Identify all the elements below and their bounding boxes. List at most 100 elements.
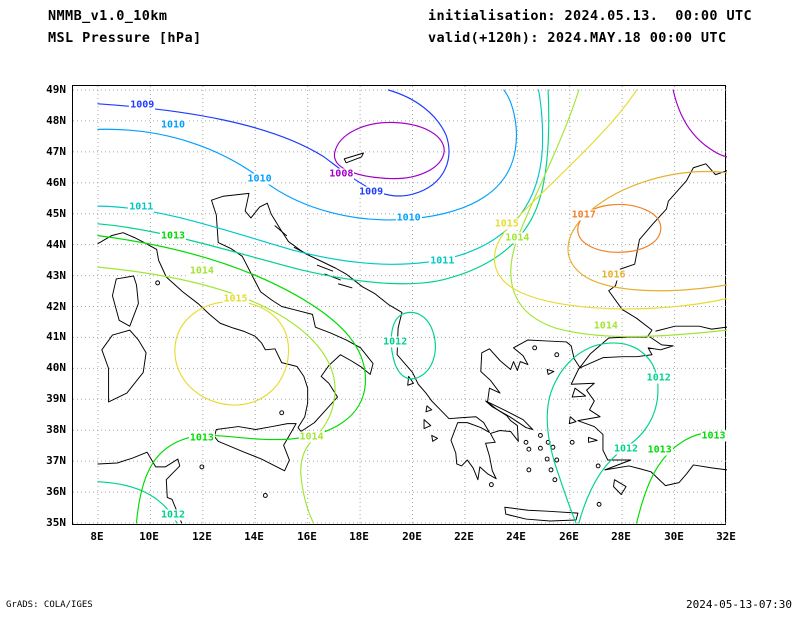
coast-rhodes bbox=[613, 479, 627, 495]
coastline-group bbox=[97, 152, 727, 524]
coast-crete bbox=[504, 506, 579, 522]
coast-limnos bbox=[546, 368, 555, 375]
lat-label-41N: 41N bbox=[46, 330, 66, 343]
island-aeolian bbox=[279, 410, 285, 416]
coast-samos bbox=[588, 436, 598, 443]
lake-balaton bbox=[343, 152, 364, 164]
lat-label-49N: 49N bbox=[46, 83, 66, 96]
contour-label-1010: 1010 bbox=[159, 119, 187, 131]
lon-label-14E: 14E bbox=[244, 530, 264, 543]
coast-dalmatian-islands bbox=[274, 225, 353, 289]
isobar-1008-closed-low bbox=[334, 121, 445, 180]
field-title: MSL Pressure [hPa] bbox=[48, 30, 202, 46]
lon-label-32E: 32E bbox=[716, 530, 736, 543]
island-paros bbox=[544, 456, 550, 462]
isobar-1009 bbox=[97, 89, 450, 197]
island-pantelleria bbox=[199, 464, 205, 470]
coast-chios bbox=[568, 416, 577, 425]
island-kythnos bbox=[526, 446, 532, 452]
lon-label-30E: 30E bbox=[664, 530, 684, 543]
isobar-1012-aegean bbox=[546, 342, 659, 524]
lon-label-20E: 20E bbox=[402, 530, 422, 543]
island-syros bbox=[538, 445, 543, 451]
contour-label-1012: 1012 bbox=[382, 336, 409, 348]
lon-label-26E: 26E bbox=[559, 530, 579, 543]
coast-euboea bbox=[485, 400, 534, 431]
island-kea bbox=[523, 439, 529, 445]
coast-sardinia bbox=[101, 329, 147, 403]
island-malta bbox=[262, 492, 268, 498]
island-elba bbox=[155, 280, 161, 286]
contour-label-1008: 1008 bbox=[328, 168, 355, 180]
isobar-1008-ne-arc bbox=[672, 89, 727, 158]
lon-label-24E: 24E bbox=[506, 530, 526, 543]
lat-label-37N: 37N bbox=[46, 454, 66, 467]
contour-label-1014: 1014 bbox=[592, 320, 619, 332]
contour-group bbox=[97, 89, 727, 524]
contour-label-1013: 1013 bbox=[646, 444, 673, 456]
isobar-1012-main bbox=[97, 89, 550, 285]
contour-label-1010: 1010 bbox=[395, 212, 422, 224]
contour-label-1011: 1011 bbox=[128, 201, 155, 213]
lat-label-42N: 42N bbox=[46, 300, 66, 313]
isobar-1016-east bbox=[567, 170, 727, 292]
contour-label-1014: 1014 bbox=[298, 431, 325, 443]
lon-label-28E: 28E bbox=[611, 530, 631, 543]
contour-label-1013: 1013 bbox=[159, 230, 187, 242]
lon-label-10E: 10E bbox=[139, 530, 159, 543]
lon-label-22E: 22E bbox=[454, 530, 474, 543]
contour-label-1015: 1015 bbox=[493, 218, 520, 230]
island-karpathos bbox=[596, 501, 602, 507]
contour-label-1012: 1012 bbox=[612, 443, 640, 455]
coast-corfu bbox=[407, 375, 414, 386]
pressure-contours bbox=[97, 89, 727, 524]
island-kos bbox=[595, 463, 601, 469]
island-andros bbox=[538, 432, 543, 438]
contour-label-1016: 1016 bbox=[600, 269, 627, 281]
coastlines bbox=[97, 152, 727, 524]
lat-label-36N: 36N bbox=[46, 485, 66, 498]
island-ikaria bbox=[569, 439, 575, 445]
isobar-1015-tyrrhenian-loop bbox=[174, 300, 290, 406]
contour-label-1014: 1014 bbox=[504, 232, 531, 244]
island-ios bbox=[548, 467, 554, 473]
lat-label-47N: 47N bbox=[46, 145, 66, 158]
lat-label-44N: 44N bbox=[46, 238, 66, 251]
contour-label-1009: 1009 bbox=[358, 186, 385, 198]
island-naxos bbox=[554, 457, 560, 463]
island-santorini bbox=[552, 477, 558, 483]
coast-lefkada bbox=[425, 405, 433, 413]
coast-zakynthos bbox=[431, 434, 438, 442]
coast-sicily bbox=[213, 423, 297, 472]
lon-label-18E: 18E bbox=[349, 530, 369, 543]
map-plot-area: 1009 1010 1010 1011 1013 1014 1015 1008 1009 1010… bbox=[72, 85, 727, 526]
isobar-1013-west bbox=[97, 235, 366, 524]
contour-label-1014: 1014 bbox=[188, 265, 215, 277]
island-kythira bbox=[488, 482, 494, 488]
initialisation-time: initialisation: 2024.05.13. 00:00 UTC bbox=[428, 8, 753, 24]
lon-label-8E: 8E bbox=[90, 530, 104, 543]
contour-label-1017: 1017 bbox=[570, 209, 597, 221]
contour-label-1009: 1009 bbox=[129, 99, 156, 111]
lat-label-35N: 35N bbox=[46, 516, 66, 529]
lat-label-48N: 48N bbox=[46, 114, 66, 127]
contour-label-1010: 1010 bbox=[246, 173, 273, 185]
isobar-1015-east bbox=[494, 89, 727, 310]
coast-lesbos bbox=[571, 387, 587, 398]
lon-label-16E: 16E bbox=[297, 530, 317, 543]
lat-label-43N: 43N bbox=[46, 269, 66, 282]
model-title: NMMB_v1.0_10km bbox=[48, 8, 168, 24]
creation-timestamp: 2024-05-13-07:30 bbox=[686, 598, 792, 611]
contour-label-1012: 1012 bbox=[159, 509, 187, 521]
isobar-1017-closed-high bbox=[577, 203, 662, 253]
contour-label-1012: 1012 bbox=[645, 372, 672, 384]
lat-label-40N: 40N bbox=[46, 361, 66, 374]
island-samothrace bbox=[554, 352, 560, 358]
coast-europe-mainland bbox=[97, 163, 727, 481]
contour-label-1015: 1015 bbox=[222, 293, 249, 305]
island-milos bbox=[526, 467, 532, 473]
grads-credit: GrADS: COLA/IGES bbox=[6, 600, 93, 610]
coast-corsica bbox=[111, 275, 139, 327]
contour-label-1013: 1013 bbox=[188, 432, 215, 444]
isobar-1014-east bbox=[510, 89, 727, 338]
